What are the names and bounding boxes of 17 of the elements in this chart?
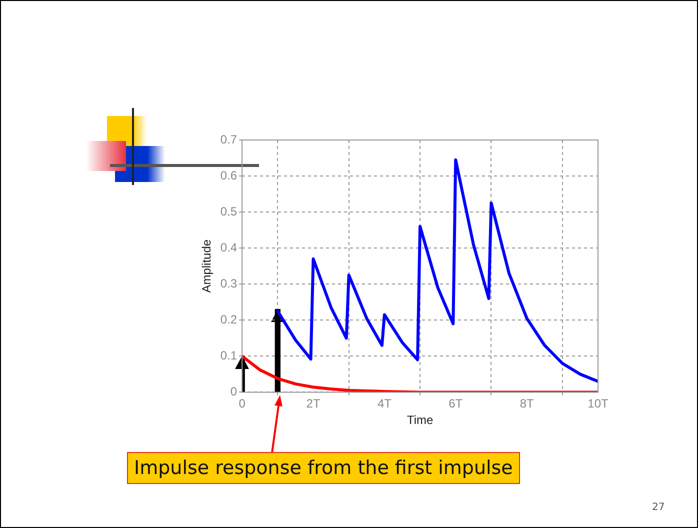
x-tick-label: 2T <box>306 396 321 411</box>
y-tick-label: 0.7 <box>220 132 238 146</box>
y-tick-label: 0.3 <box>220 276 238 290</box>
x-tick-label: 8T <box>520 396 534 411</box>
x-axis-title: Time <box>406 413 434 428</box>
y-tick-label: 0.6 <box>220 168 238 182</box>
y-axis-title: Amplitude <box>200 239 214 293</box>
text: 27 <box>652 502 665 513</box>
x-tick-label: 4T <box>377 396 392 411</box>
y-tick-label: 0.5 <box>220 204 238 218</box>
y-tick-label: 0.1 <box>220 348 238 362</box>
y-tick-label: 0.2 <box>220 312 238 326</box>
x-tick-label: 10T <box>588 396 610 411</box>
y-tick-label: 0 <box>230 384 238 399</box>
y-tick-label: 0.4 <box>220 240 238 254</box>
x-tick-label: 6T <box>448 396 464 411</box>
text: Impulse response from the first impulse <box>127 452 520 484</box>
